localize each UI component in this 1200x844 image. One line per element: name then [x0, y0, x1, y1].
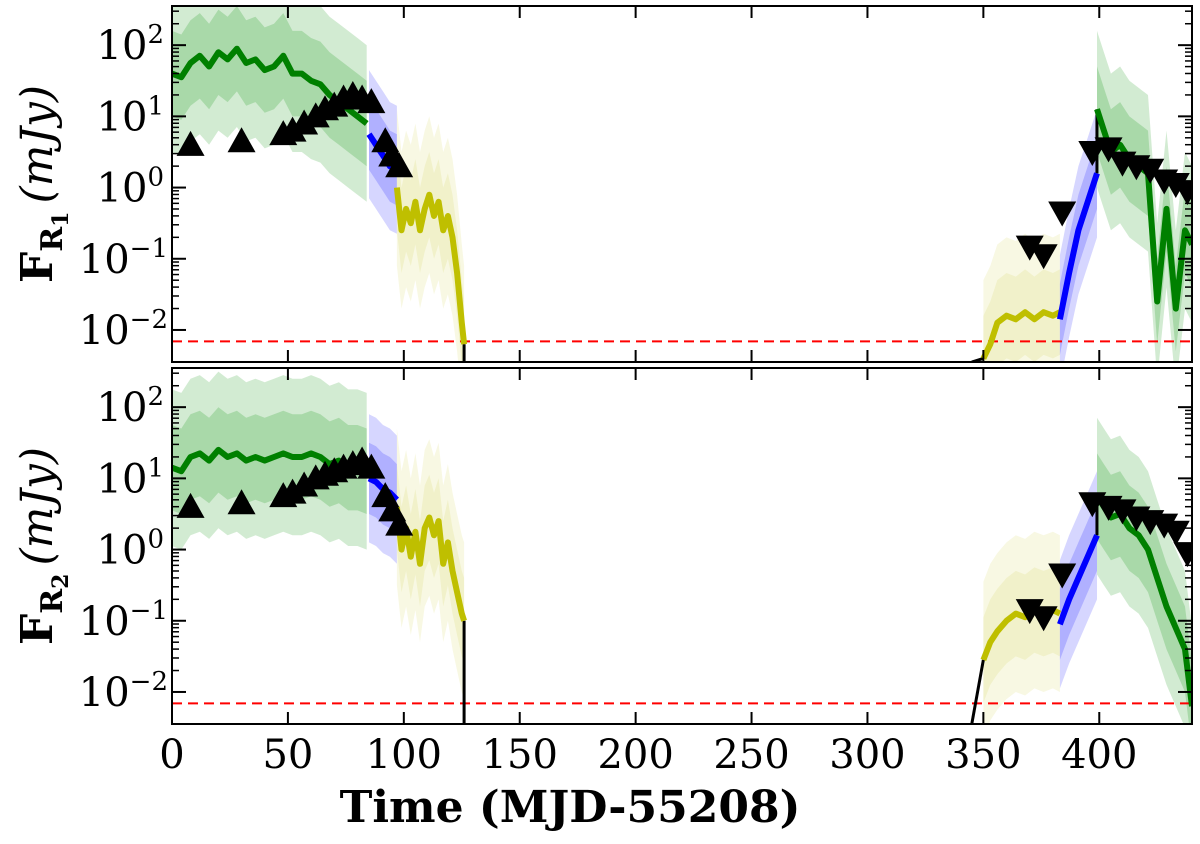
upper-limit-marker: [1161, 173, 1190, 198]
upper-limit-marker: [1161, 520, 1190, 546]
plot-area: [172, 6, 1192, 362]
lower-limit-marker: [385, 510, 414, 536]
plot-area: [172, 371, 1192, 724]
series-line: [1056, 172, 1100, 320]
uncertainty-band: [396, 144, 465, 362]
lower-limit-marker: [278, 116, 307, 142]
x-tick-label: 400: [1061, 732, 1137, 778]
y-tick-label: 10−2: [79, 305, 168, 354]
series-line: [393, 187, 468, 345]
y-tick-label: 102: [97, 382, 164, 431]
axes-frame: [171, 367, 1193, 725]
uncertainty-band: [396, 109, 465, 362]
x-tick-label: 50: [262, 732, 313, 778]
upper-limit-marker: [1136, 158, 1165, 184]
upper-limit-marker: [1015, 235, 1044, 261]
x-tick-label: 100: [366, 732, 442, 778]
y-tick-label: 101: [97, 453, 164, 502]
uncertainty-band: [396, 464, 465, 664]
upper-limit-marker: [1015, 599, 1044, 625]
series-line: [980, 309, 1062, 360]
y-tick-label: 102: [97, 20, 164, 69]
lower-limit-marker: [176, 492, 205, 518]
series-line: [1057, 534, 1100, 626]
upper-limit-marker: [1048, 201, 1077, 227]
lower-limit-marker: [385, 152, 414, 178]
lower-limit-marker: [290, 109, 319, 135]
lower-limit-marker: [227, 127, 256, 153]
y-tick-label: 10−2: [79, 667, 168, 716]
upper-limit-marker: [1094, 137, 1123, 163]
upper-limit-marker: [1078, 140, 1107, 166]
x-tick-label: 250: [713, 732, 789, 778]
uncertainty-band: [1097, 417, 1192, 724]
lower-limit-marker: [176, 130, 205, 156]
upper-limit-marker: [1108, 499, 1137, 525]
lower-limit-marker: [357, 453, 386, 479]
y-axis-label: FR1(mJy): [12, 85, 74, 283]
upper-limit-marker: [1048, 563, 1077, 589]
y-tick-label: 100: [97, 525, 164, 574]
y-tick-label: 10−1: [79, 596, 168, 645]
uncertainty-band: [172, 6, 367, 167]
uncertainty-band: [1059, 137, 1097, 355]
x-tick-label: 300: [829, 732, 905, 778]
x-tick-label: 0: [159, 732, 184, 778]
x-tick-label: 350: [945, 732, 1021, 778]
uncertainty-band: [1097, 30, 1192, 362]
uncertainty-band: [983, 233, 1060, 362]
lower-limit-marker: [357, 88, 386, 114]
x-axis: 0 50 100 150 200 250 300 350 400: [159, 732, 1137, 778]
lower-limit-marker: [227, 489, 256, 515]
uncertainty-band: [983, 531, 1060, 724]
y-tick-label: 10−1: [79, 234, 168, 283]
lower-limit-marker: [278, 478, 307, 504]
y-axis-label: FR2(mJy): [12, 447, 74, 645]
upper-limit-marker: [1029, 244, 1058, 270]
x-tick-label: 200: [597, 732, 673, 778]
lower-limit-marker: [290, 471, 319, 497]
y-tick-label: 100: [97, 163, 164, 212]
connector-line: [970, 659, 985, 724]
axes-frame: [171, 5, 1193, 363]
x-axis-label: Time (MJD-55208): [340, 782, 801, 833]
series-line: [393, 506, 467, 622]
y-tick-label: 101: [97, 91, 164, 140]
x-tick-label: 150: [482, 732, 558, 778]
uncertainty-band: [396, 428, 465, 700]
upper-limit-marker: [1150, 513, 1179, 539]
upper-limit-marker: [1029, 606, 1058, 632]
